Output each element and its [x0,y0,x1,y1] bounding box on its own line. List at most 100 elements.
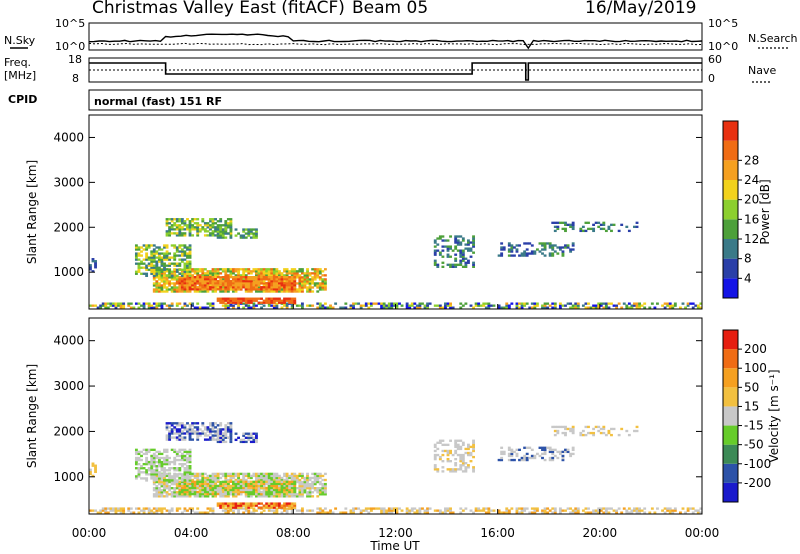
power-cell [244,268,248,271]
velocity-cell [188,484,192,488]
power-cell [267,284,271,287]
velocity-cell [433,453,437,457]
velocity-cell [472,449,475,453]
velocity-cell [224,474,228,478]
power-cell [461,304,465,307]
velocity-cell [300,472,304,476]
power-cell [262,278,266,281]
power-cell [280,290,284,293]
power-cell [173,278,177,281]
power-cell [247,299,251,302]
velocity-cell [234,472,238,476]
velocity-cell [472,468,475,471]
power-cell [316,306,320,309]
power-cell [438,253,442,256]
velocity-cell [165,424,169,427]
power-cell [323,286,327,289]
velocity-cell [306,476,309,480]
velocity-cell [229,504,233,507]
power-cell [267,275,271,279]
power-cell [433,249,437,252]
velocity-cell [175,467,179,470]
power-cell [311,280,315,283]
velocity-cell [242,484,246,488]
velocity-cell [186,482,189,486]
velocity-cell [216,436,220,439]
power-cell [398,302,401,305]
velocity-cell [551,452,555,456]
power-cell [224,270,228,273]
power-cell [456,239,460,242]
velocity-cell [372,507,376,510]
velocity-cell [224,430,228,433]
power-cell [487,304,491,307]
power-cell [203,286,207,289]
velocity-cell [237,506,240,509]
velocity-cell [163,487,166,490]
power-cell [229,304,233,307]
power-cell [160,274,164,277]
velocity-cell [152,479,156,482]
velocity-cell [602,431,606,435]
velocity-cell [211,434,215,437]
velocity-cell [553,425,557,429]
velocity-cell [313,478,317,482]
power-cell [303,278,307,281]
power-cell [152,284,156,287]
power-cell [191,282,195,285]
power-cell [175,276,179,279]
velocity-cell [229,424,233,427]
velocity-cell [173,491,177,494]
velocity-cell [173,456,177,460]
velocity-cell [170,480,174,484]
power-cell [226,299,230,302]
power-cell [265,275,269,279]
nsky-hi: 10^5 [55,17,85,30]
velocity-cell [255,480,258,483]
velocity-cell [275,509,279,512]
velocity-cell [436,509,440,512]
velocity-cell [247,484,251,488]
velocity-cell [467,443,470,447]
velocity-cell [454,462,458,465]
velocity-cell [278,502,281,505]
power-cell [201,226,205,229]
velocity-cell [152,480,156,484]
power-cell [140,250,143,253]
power-cell [553,229,557,233]
power-cell [456,243,460,246]
power-cell [285,304,289,307]
power-cell [497,306,501,309]
velocity-cell [165,438,169,441]
power-cell [196,226,200,229]
power-cell [226,282,230,285]
power-cell [569,302,573,305]
velocity-cell [193,422,197,425]
velocity-cell [188,480,192,483]
power-cell [168,230,172,233]
velocity-cell [229,490,233,494]
power-cell [571,248,575,251]
velocity-cell [226,511,230,514]
velocity-cell [224,502,228,505]
power-cell [339,306,343,309]
power-cell [472,263,475,266]
velocity-cell [168,469,172,472]
velocity-cell [510,452,514,456]
power-cell [255,304,258,307]
power-cell [91,270,95,273]
velocity-cell [344,511,348,514]
power-cell [186,290,189,293]
velocity-cell [318,487,322,490]
power-cell [224,282,228,285]
velocity-cell [306,482,309,486]
velocity-cell [89,470,92,474]
velocity-cell [288,490,292,494]
power-cell [278,274,281,277]
power-cell [219,290,223,293]
power-cell [467,239,470,242]
power-cell [226,218,230,221]
velocity-cell [183,509,187,512]
power-cell [308,278,312,281]
power-cell [395,306,399,309]
